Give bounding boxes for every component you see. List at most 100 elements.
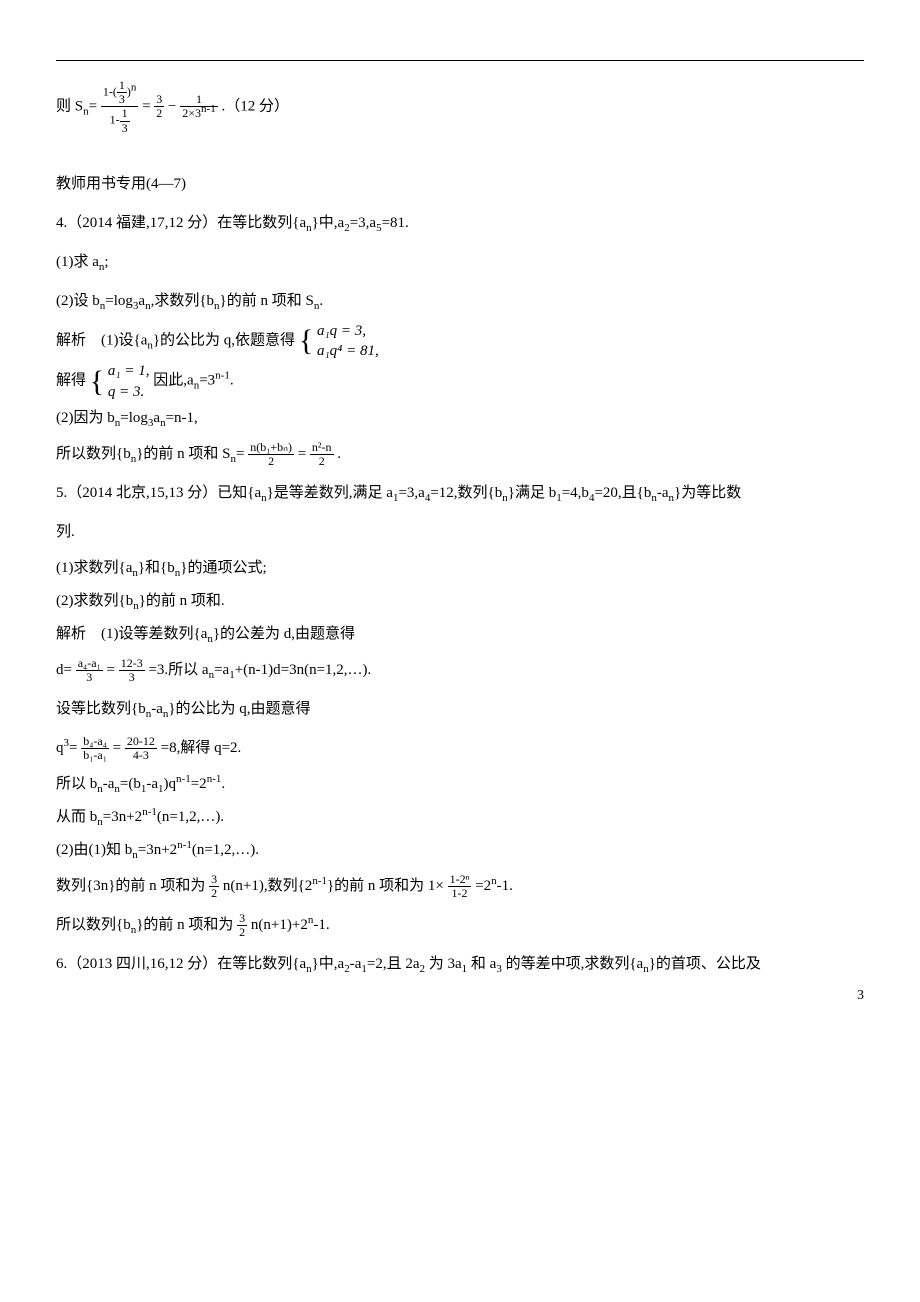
- t: −: [168, 98, 176, 114]
- t: }的公差为 d,由题意得: [213, 626, 355, 642]
- t: 解析 (1)设{a: [56, 332, 147, 348]
- t: n-1: [142, 806, 157, 818]
- t: ;: [104, 254, 108, 270]
- t: -a: [151, 701, 163, 717]
- t: 3: [154, 93, 164, 106]
- t: 2: [237, 925, 247, 939]
- t: 1: [120, 107, 130, 120]
- t: n-1: [177, 839, 192, 851]
- p4-q2: (2)设 bn=log3an,求数列{bn}的前 n 项和 Sn.: [56, 282, 864, 321]
- p5-sol-1: 解析 (1)设等差数列{an}的公差为 d,由题意得: [56, 618, 864, 651]
- t: n-1: [312, 875, 327, 887]
- t: 3: [117, 92, 127, 106]
- t: 3: [209, 873, 219, 886]
- fraction: b₄-a₄b₁-a₁: [81, 735, 109, 762]
- t: 12-3: [119, 657, 145, 670]
- t: (n=1,2,…).: [192, 842, 259, 858]
- t: n(b₁+bₙ): [248, 441, 294, 454]
- t: .: [221, 776, 225, 792]
- t: n-1: [201, 103, 216, 115]
- t: 1-2: [448, 886, 472, 900]
- t: }的首项、公比及: [649, 956, 761, 972]
- t: =3n+2: [103, 809, 142, 825]
- t: (1)求数列{a: [56, 560, 132, 576]
- t: .: [319, 293, 323, 309]
- t: )q: [164, 776, 177, 792]
- section-title: 教师用书专用(4—7): [56, 165, 864, 204]
- t: 1: [117, 79, 127, 92]
- t: =2: [191, 776, 207, 792]
- t: }的公比为 q,由题意得: [168, 701, 310, 717]
- t: .: [230, 373, 234, 389]
- p5-sol-2: d= a₄-a₁3 = 12-33 =3.所以 an=a1+(n-1)d=3n(…: [56, 651, 864, 690]
- t: 因此,a: [153, 373, 193, 389]
- t: -1.: [497, 878, 513, 894]
- t: 5.（2014 北京,15,13 分）已知{a: [56, 485, 261, 501]
- t: a₄-a₁: [76, 657, 103, 670]
- t: 2: [248, 454, 294, 468]
- t: }满足 b: [508, 485, 556, 501]
- t: 从而 b: [56, 809, 97, 825]
- problem-6: 6.（2013 四川,16,12 分）在等比数列{an}中,a2-a1=2,且 …: [56, 945, 864, 984]
- t: =3: [199, 373, 215, 389]
- t: -a: [657, 485, 669, 501]
- t: n: [131, 81, 137, 93]
- t: 和 a: [467, 956, 496, 972]
- t: -a: [146, 776, 158, 792]
- fraction-big: 1-(13)n 1-13: [101, 79, 139, 135]
- t: 4-3: [125, 748, 157, 762]
- p4-sol-2: 解得 { a₁ = 1, q = 3. 因此,an=3n-1.: [56, 361, 864, 402]
- t: }的前 n 项和 S: [220, 293, 314, 309]
- t: =4,b: [562, 485, 589, 501]
- page: 则 Sn= 1-(13)n 1-13 = 32 − 12×3n-1 .（12 分…: [0, 0, 920, 1024]
- t: .: [337, 446, 341, 462]
- t: 设等比数列{b: [56, 701, 146, 717]
- t: =(b: [120, 776, 141, 792]
- t: =3n+2: [138, 842, 177, 858]
- t: 所以数列{b: [56, 446, 131, 462]
- t: n-1: [207, 773, 222, 785]
- p5-sol-6: 从而 bn=3n+2n-1(n=1,2,…).: [56, 801, 864, 834]
- t: 为 3a: [425, 956, 462, 972]
- t: (2)求数列{b: [56, 593, 133, 609]
- t: 3: [120, 121, 130, 135]
- t: 2: [209, 886, 219, 900]
- fraction: 32: [209, 873, 219, 900]
- t: 所以 b: [56, 776, 97, 792]
- t: =2: [475, 878, 491, 894]
- t: =: [298, 446, 306, 462]
- inner-frac: 13: [117, 79, 127, 106]
- p5-sol-8: 数列{3n}的前 n 项和为 32 n(n+1),数列{2n-1}的前 n 项和…: [56, 867, 864, 906]
- t: (2)因为 b: [56, 410, 115, 426]
- p4-q1: (1)求 an;: [56, 243, 864, 282]
- brace-case: { a₁q = 3, a₁q⁴ = 81,: [299, 321, 379, 362]
- t: 1-2ⁿ: [448, 873, 472, 886]
- t: }的前 n 项和为: [136, 917, 233, 933]
- t: }为等比数: [674, 485, 741, 501]
- t: 2: [310, 454, 334, 468]
- t: =12,数列{b: [430, 485, 502, 501]
- t: n²-n: [310, 441, 334, 454]
- t: }的前 n 项和为 1×: [327, 878, 444, 894]
- t: 1-: [110, 113, 120, 127]
- t: =: [142, 98, 150, 114]
- t: }中,a: [312, 215, 345, 231]
- t: q: [56, 740, 64, 756]
- t: 3: [237, 912, 247, 925]
- t: 的等差中项,求数列{a: [502, 956, 643, 972]
- t: 4.（2014 福建,17,12 分）在等比数列{a: [56, 215, 306, 231]
- fraction: a₄-a₁3: [76, 657, 103, 684]
- t: b₄-a₄: [81, 735, 109, 748]
- t: =log: [105, 293, 133, 309]
- t: 3: [119, 670, 145, 684]
- top-rule: [56, 60, 864, 61]
- t: =: [106, 662, 114, 678]
- t: }的前 n 项和 S: [136, 446, 230, 462]
- t: 3: [76, 670, 103, 684]
- t: }的前 n 项和.: [139, 593, 225, 609]
- problem-5-cont: 列.: [56, 513, 864, 552]
- t: n-1: [176, 773, 191, 785]
- t: a₁q⁴ = 81,: [317, 341, 379, 361]
- t: =8,解得 q=2.: [161, 740, 242, 756]
- t: =log: [120, 410, 148, 426]
